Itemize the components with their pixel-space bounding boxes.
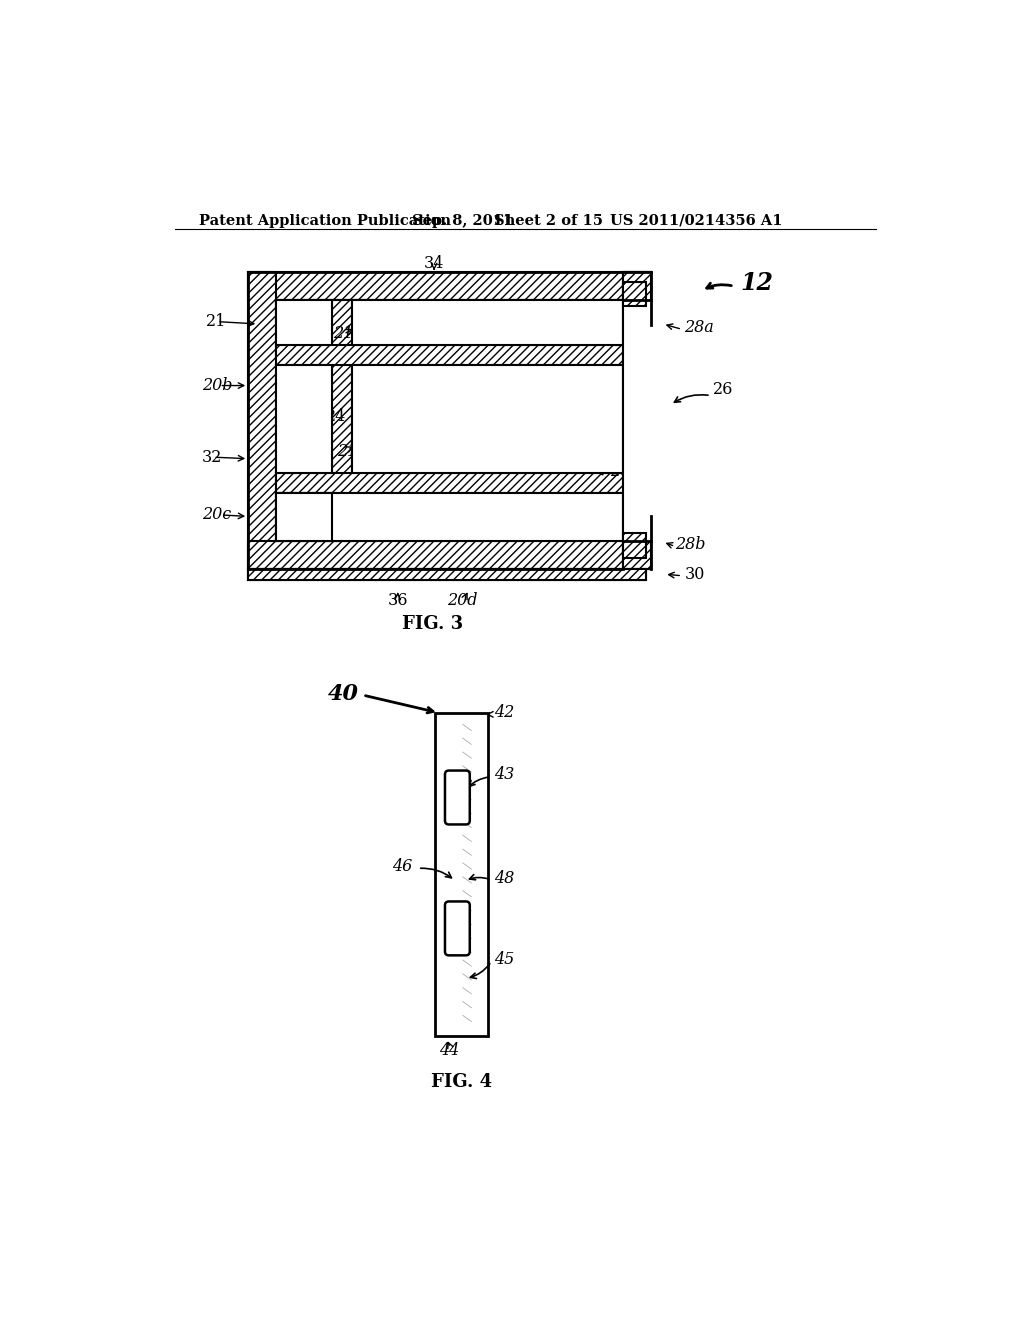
Text: 32: 32 bbox=[202, 449, 222, 466]
Text: 20c: 20c bbox=[202, 507, 230, 524]
Text: Patent Application Publication: Patent Application Publication bbox=[200, 214, 452, 228]
Text: 48: 48 bbox=[494, 870, 514, 887]
Bar bbox=[624, 533, 646, 558]
Bar bbox=[276, 473, 624, 492]
Bar bbox=[248, 272, 651, 300]
Bar bbox=[248, 569, 646, 579]
Bar bbox=[624, 272, 651, 569]
Text: 20b: 20b bbox=[202, 378, 232, 395]
Text: 20d: 20d bbox=[447, 591, 478, 609]
Text: 36: 36 bbox=[387, 591, 408, 609]
Text: 22: 22 bbox=[458, 384, 477, 401]
Text: 46: 46 bbox=[392, 858, 413, 875]
Text: 24: 24 bbox=[326, 408, 346, 425]
Text: 20a: 20a bbox=[610, 463, 640, 480]
Text: 34: 34 bbox=[424, 255, 444, 272]
Bar bbox=[248, 541, 651, 569]
Bar bbox=[248, 569, 646, 579]
Text: 45: 45 bbox=[494, 950, 514, 968]
Bar bbox=[352, 364, 624, 473]
Bar bbox=[624, 541, 651, 569]
Bar bbox=[624, 281, 646, 306]
Bar bbox=[435, 713, 487, 1036]
Text: 21: 21 bbox=[206, 313, 226, 330]
Bar bbox=[276, 300, 624, 321]
Bar bbox=[624, 300, 655, 541]
Bar bbox=[624, 272, 651, 300]
Bar bbox=[332, 300, 352, 541]
Text: 26: 26 bbox=[713, 381, 733, 397]
Text: 28b: 28b bbox=[675, 536, 706, 553]
Text: FIG. 4: FIG. 4 bbox=[431, 1073, 492, 1092]
Text: 44: 44 bbox=[438, 1041, 459, 1059]
Text: 43: 43 bbox=[494, 766, 514, 783]
Text: US 2011/0214356 A1: US 2011/0214356 A1 bbox=[610, 214, 782, 228]
Text: 21: 21 bbox=[337, 442, 357, 459]
Bar bbox=[276, 492, 332, 541]
Text: Sheet 2 of 15: Sheet 2 of 15 bbox=[494, 214, 603, 228]
Bar bbox=[276, 345, 624, 364]
Text: 12: 12 bbox=[740, 271, 773, 296]
Text: 30: 30 bbox=[684, 566, 705, 582]
Text: FIG. 3: FIG. 3 bbox=[402, 615, 463, 634]
Bar bbox=[248, 272, 276, 569]
FancyBboxPatch shape bbox=[445, 771, 470, 825]
Bar bbox=[276, 300, 332, 345]
Text: 42: 42 bbox=[494, 705, 514, 721]
Bar bbox=[276, 364, 332, 473]
Text: 21: 21 bbox=[334, 326, 353, 342]
FancyBboxPatch shape bbox=[445, 902, 470, 956]
Bar bbox=[352, 300, 624, 345]
Text: 40: 40 bbox=[328, 682, 359, 705]
Text: Sep. 8, 2011: Sep. 8, 2011 bbox=[413, 214, 514, 228]
Text: 28a: 28a bbox=[684, 319, 714, 337]
Bar bbox=[276, 492, 624, 541]
